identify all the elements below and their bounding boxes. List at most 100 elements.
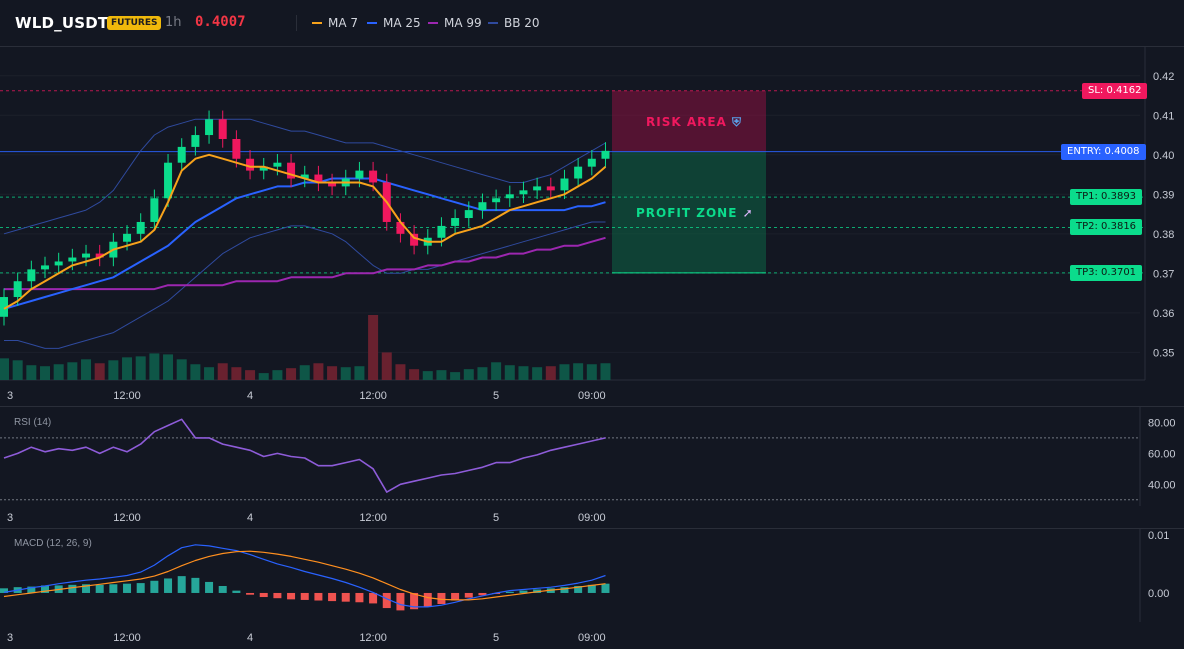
macd-x-tick-label: 5	[493, 632, 499, 644]
price-y-tick-label: 0.36	[1153, 308, 1174, 320]
volume-bar	[217, 363, 228, 380]
volume-bar	[12, 360, 23, 380]
legend-swatch	[367, 22, 377, 24]
price-x-tick-label: 12:00	[113, 390, 141, 402]
volume-bar	[327, 366, 338, 380]
price-y-tick-label: 0.42	[1153, 71, 1174, 83]
volume-bar	[299, 365, 310, 380]
volume-bar	[245, 370, 256, 380]
legend-ma99[interactable]: MA 99	[428, 16, 482, 30]
candle-body	[82, 253, 91, 258]
macd-title: MACD (12, 26, 9)	[14, 538, 92, 549]
volume-bar	[450, 372, 461, 380]
macd-line	[3, 544, 606, 608]
tp2-level-tag[interactable]: TP2: 0.3816	[1070, 219, 1143, 236]
price-x-tick-label: 3	[7, 390, 13, 402]
price-y-tick-label: 0.37	[1153, 268, 1174, 280]
price-y-tick-label: 0.38	[1153, 229, 1174, 241]
rsi-x-tick-label: 4	[247, 512, 253, 524]
volume-bar	[422, 371, 433, 380]
risk-area-label: RISK AREA ⛨	[646, 115, 742, 130]
macd-histogram-bar	[164, 578, 173, 593]
symbol-name[interactable]: WLD_USDT	[15, 14, 109, 32]
entry-level-tag[interactable]: ENTRY: 0.4008	[1061, 143, 1146, 160]
candle-body	[560, 178, 569, 191]
candle-body	[519, 190, 528, 195]
legend-ma25[interactable]: MA 25	[367, 16, 421, 30]
candle-body	[136, 221, 145, 234]
macd-histogram-bar	[95, 584, 104, 593]
macd-histogram-bar	[123, 583, 132, 593]
candle-body	[300, 174, 309, 179]
tp1-level-tag[interactable]: TP1: 0.3893	[1070, 189, 1143, 206]
volume-bar	[491, 362, 502, 380]
candle-body	[574, 166, 583, 179]
legend-bb20[interactable]: BB 20	[488, 16, 540, 30]
candle-body	[246, 158, 255, 171]
macd-histogram-bar	[136, 583, 145, 593]
price-x-tick-label: 5	[493, 390, 499, 402]
macd-histogram-bar	[574, 586, 583, 593]
volume-bar	[272, 370, 283, 380]
rsi-y-tick-label: 60.00	[1148, 448, 1176, 460]
macd-y-tick-label: 0.00	[1148, 588, 1169, 600]
macd-histogram-bar	[382, 592, 391, 609]
price-y-tick-label: 0.41	[1153, 110, 1174, 122]
candle-body	[95, 253, 104, 258]
price-y-tick-label: 0.35	[1153, 347, 1174, 359]
candle-body	[68, 257, 77, 262]
candle-body	[437, 225, 446, 238]
volume-bar	[176, 359, 187, 380]
macd-x-tick-label: 09:00	[578, 632, 606, 644]
price-x-tick-label: 12:00	[359, 390, 387, 402]
rsi-y-tick-label: 40.00	[1148, 479, 1176, 491]
rocket-icon: ➚	[742, 206, 754, 220]
candle-body	[0, 297, 8, 317]
volume-bar	[463, 369, 474, 380]
macd-histogram-bar	[150, 580, 159, 593]
timeframe-selector[interactable]: 1h	[165, 15, 182, 30]
macd-histogram-bar	[68, 584, 77, 593]
macd-histogram-bar	[519, 590, 528, 593]
candle-body	[177, 146, 186, 163]
legend-label: MA 25	[383, 16, 421, 30]
candle-body	[464, 210, 473, 219]
macd-histogram-bar	[109, 584, 118, 593]
volume-bar	[368, 315, 379, 380]
macd-histogram-bar	[451, 592, 460, 601]
volume-bar	[586, 364, 597, 380]
macd-histogram-bar	[560, 587, 569, 593]
candle-body	[478, 202, 487, 211]
sl-level-tag[interactable]: SL: 0.4162	[1082, 82, 1148, 99]
pane-divider-macd	[0, 528, 1184, 529]
volume-bar	[354, 366, 365, 380]
macd-histogram-bar	[601, 583, 610, 593]
legend-ma7[interactable]: MA 7	[312, 16, 358, 30]
macd-histogram-bar	[218, 586, 227, 593]
macd-x-tick-label: 4	[247, 632, 253, 644]
candle-body	[601, 150, 610, 159]
candle-body	[287, 162, 296, 179]
risk-area-zone	[612, 90, 766, 152]
profit-zone-text: PROFIT ZONE	[636, 206, 738, 220]
chart-header: WLD_USDT FUTURES 1h 0.4007 MA 7 MA 25 MA…	[0, 0, 1184, 46]
macd-histogram-bar	[287, 592, 296, 600]
macd-x-tick-label: 12:00	[359, 632, 387, 644]
volume-bar	[381, 352, 392, 380]
macd-histogram-bar	[232, 590, 241, 593]
volume-bar	[204, 367, 215, 380]
candle-body	[314, 174, 323, 183]
macd-histogram-bar	[505, 591, 514, 593]
pane-divider-rsi	[0, 406, 1184, 407]
sl-level-text: SL: 0.4162	[1088, 84, 1142, 96]
profit-zone	[612, 151, 766, 273]
price-x-tick-label: 4	[247, 390, 253, 402]
futures-badge: FUTURES	[107, 16, 162, 30]
last-price: 0.4007	[195, 14, 246, 30]
tp3-level-tag[interactable]: TP3: 0.3701	[1070, 264, 1143, 281]
rsi-x-tick-label: 12:00	[113, 512, 141, 524]
ma7-line	[3, 153, 607, 310]
volume-bar	[26, 365, 37, 380]
price-y-tick-label: 0.39	[1153, 189, 1174, 201]
